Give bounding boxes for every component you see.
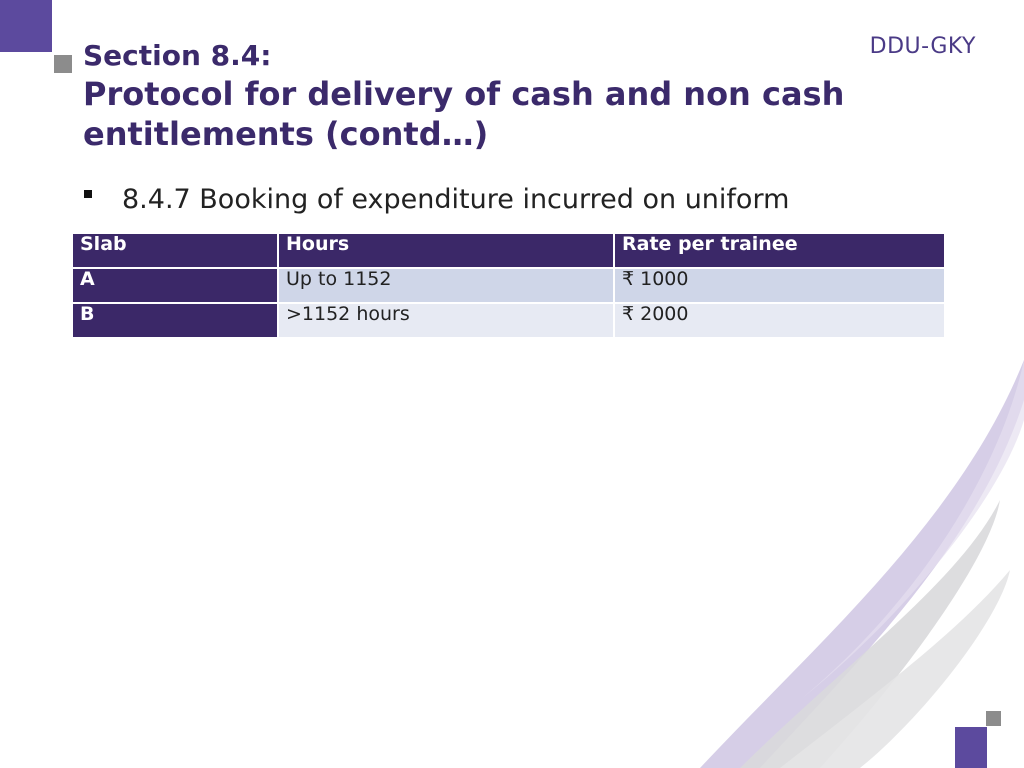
table-cell-hours: >1152 hours xyxy=(278,303,615,339)
table-row: A Up to 1152 ₹ 1000 xyxy=(73,268,946,304)
table-header-cell: Slab xyxy=(73,234,279,269)
corner-accent-small-square xyxy=(54,55,72,73)
brand-label: DDU-GKY xyxy=(869,34,976,59)
table-header-cell: Rate per trainee xyxy=(614,234,946,269)
square-bullet-icon xyxy=(84,189,92,198)
corner-accent-square xyxy=(0,0,52,52)
title-section-number: Section 8.4: xyxy=(83,39,272,72)
title-heading-line-1: Protocol for delivery of cash and non ca… xyxy=(83,75,845,113)
table-cell-slab: B xyxy=(73,303,279,339)
table-header-row: Slab Hours Rate per trainee xyxy=(73,234,946,269)
table-cell-rate: ₹ 2000 xyxy=(614,303,946,339)
title-heading-line-2: entitlements (contd…) xyxy=(83,115,489,153)
table-cell-hours: Up to 1152 xyxy=(278,268,615,304)
corner-accent-bottom-small-square xyxy=(986,711,1001,726)
bullet-item: 8.4.7 Booking of expenditure incurred on… xyxy=(84,184,789,215)
uniform-rate-table: Slab Hours Rate per trainee A Up to 1152… xyxy=(73,234,946,339)
table-header-cell: Hours xyxy=(278,234,615,269)
corner-accent-bottom-square xyxy=(955,727,987,768)
table-cell-rate: ₹ 1000 xyxy=(614,268,946,304)
slide-title: Section 8.4: Protocol for delivery of ca… xyxy=(83,38,883,154)
table-cell-slab: A xyxy=(73,268,279,304)
table-row: B >1152 hours ₹ 2000 xyxy=(73,303,946,339)
bullet-text: 8.4.7 Booking of expenditure incurred on… xyxy=(122,184,790,215)
